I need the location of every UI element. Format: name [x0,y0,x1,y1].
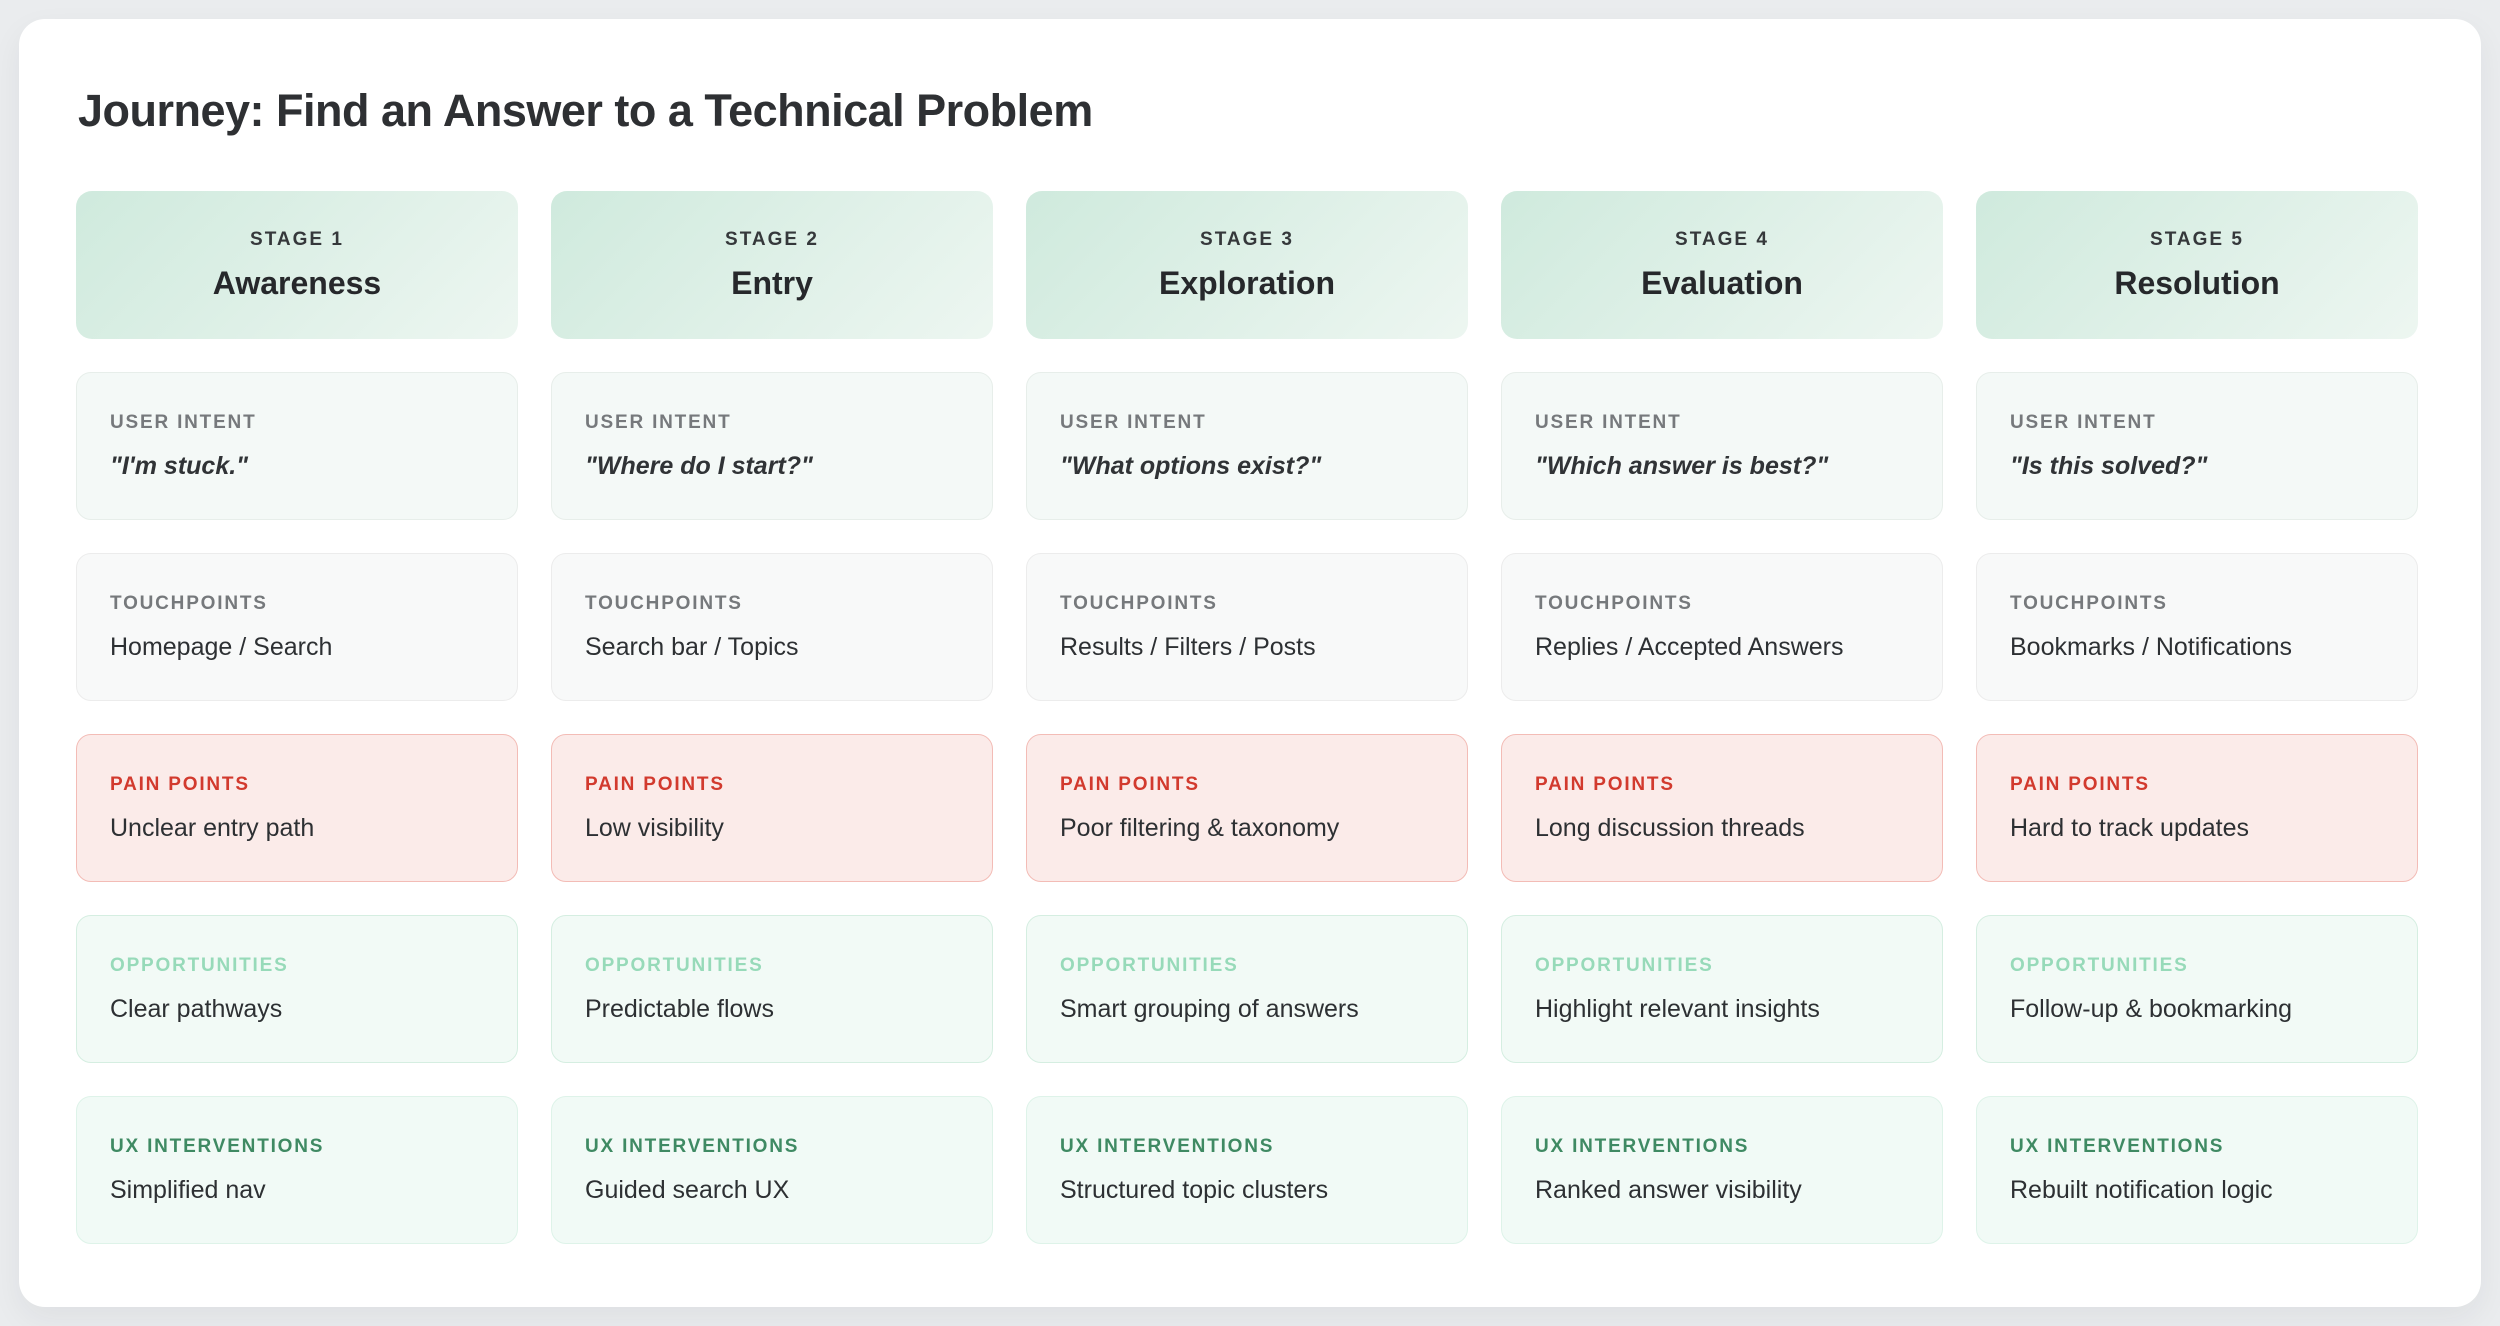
user-intent-label: USER INTENT [110,411,257,433]
pain-points-value: Low visibility [585,813,724,842]
pain-points-label: PAIN POINTS [585,773,725,795]
ux-interventions-card-5: UX INTERVENTIONS Rebuilt notification lo… [1976,1096,2418,1244]
pain-points-card-1: PAIN POINTS Unclear entry path [76,734,518,882]
opportunities-label: OPPORTUNITIES [1535,954,1714,976]
journey-map-board: Journey: Find an Answer to a Technical P… [19,19,2481,1307]
ux-interventions-card-1: UX INTERVENTIONS Simplified nav [76,1096,518,1244]
ux-interventions-value: Rebuilt notification logic [2010,1175,2273,1204]
pain-points-label: PAIN POINTS [110,773,250,795]
touchpoints-card-5: TOUCHPOINTS Bookmarks / Notifications [1976,553,2418,701]
opportunities-label: OPPORTUNITIES [1060,954,1239,976]
user-intent-value: "Is this solved?" [2010,451,2208,480]
ux-interventions-card-3: UX INTERVENTIONS Structured topic cluste… [1026,1096,1468,1244]
pain-points-card-3: PAIN POINTS Poor filtering & taxonomy [1026,734,1468,882]
user-intent-value: "What options exist?" [1060,451,1322,480]
user-intent-card-2: USER INTENT "Where do I start?" [551,372,993,520]
touchpoints-label: TOUCHPOINTS [2010,592,2168,614]
touchpoints-label: TOUCHPOINTS [1535,592,1693,614]
stage-header-2: STAGE 2 Entry [551,191,993,339]
pain-points-label: PAIN POINTS [1535,773,1675,795]
touchpoints-card-1: TOUCHPOINTS Homepage / Search [76,553,518,701]
user-intent-label: USER INTENT [585,411,732,433]
user-intent-card-5: USER INTENT "Is this solved?" [1976,372,2418,520]
touchpoints-label: TOUCHPOINTS [110,592,268,614]
pain-points-value: Hard to track updates [2010,813,2250,842]
opportunities-value: Smart grouping of answers [1060,994,1359,1023]
ux-interventions-label: UX INTERVENTIONS [110,1135,325,1157]
touchpoints-label: TOUCHPOINTS [585,592,743,614]
pain-points-value: Unclear entry path [110,813,315,842]
ux-interventions-card-4: UX INTERVENTIONS Ranked answer visibilit… [1501,1096,1943,1244]
user-intent-label: USER INTENT [1060,411,1207,433]
touchpoints-value: Homepage / Search [110,632,333,661]
ux-interventions-label: UX INTERVENTIONS [585,1135,800,1157]
ux-interventions-label: UX INTERVENTIONS [1535,1135,1750,1157]
touchpoints-card-4: TOUCHPOINTS Replies / Accepted Answers [1501,553,1943,701]
stage-name: Resolution [2114,264,2280,301]
ux-interventions-label: UX INTERVENTIONS [1060,1135,1275,1157]
stage-name: Exploration [1158,264,1335,301]
stage-label: STAGE 3 [1200,228,1294,250]
opportunities-label: OPPORTUNITIES [110,954,289,976]
ux-interventions-value: Guided search UX [585,1175,790,1204]
pain-points-label: PAIN POINTS [2010,773,2150,795]
opportunities-card-3: OPPORTUNITIES Smart grouping of answers [1026,915,1468,1063]
touchpoints-value: Results / Filters / Posts [1060,632,1316,661]
stage-header-4: STAGE 4 Evaluation [1501,191,1943,339]
touchpoints-card-3: TOUCHPOINTS Results / Filters / Posts [1026,553,1468,701]
user-intent-card-3: USER INTENT "What options exist?" [1026,372,1468,520]
pain-points-card-5: PAIN POINTS Hard to track updates [1976,734,2418,882]
pain-points-card-2: PAIN POINTS Low visibility [551,734,993,882]
ux-interventions-value: Simplified nav [110,1175,266,1204]
opportunities-card-4: OPPORTUNITIES Highlight relevant insight… [1501,915,1943,1063]
touchpoints-card-2: TOUCHPOINTS Search bar / Topics [551,553,993,701]
stage-name: Entry [731,264,813,301]
touchpoints-value: Replies / Accepted Answers [1535,632,1844,661]
journey-grid: STAGE 1 Awareness STAGE 2 Entry STAGE 3 … [76,191,2418,1244]
pain-points-label: PAIN POINTS [1060,773,1200,795]
pain-points-value: Poor filtering & taxonomy [1060,813,1340,842]
stage-header-1: STAGE 1 Awareness [76,191,518,339]
opportunities-card-5: OPPORTUNITIES Follow-up & bookmarking [1976,915,2418,1063]
stage-name: Evaluation [1641,264,1803,301]
user-intent-card-4: USER INTENT "Which answer is best?" [1501,372,1943,520]
stage-label: STAGE 2 [725,228,819,250]
user-intent-value: "Which answer is best?" [1535,451,1829,480]
touchpoints-value: Bookmarks / Notifications [2010,632,2293,661]
stage-header-5: STAGE 5 Resolution [1976,191,2418,339]
stage-label: STAGE 1 [250,228,344,250]
user-intent-label: USER INTENT [1535,411,1682,433]
stage-label: STAGE 4 [1675,228,1769,250]
user-intent-label: USER INTENT [2010,411,2157,433]
pain-points-value: Long discussion threads [1535,813,1805,842]
opportunities-value: Highlight relevant insights [1535,994,1820,1023]
opportunities-value: Predictable flows [585,994,774,1023]
stage-label: STAGE 5 [2150,228,2244,250]
ux-interventions-value: Ranked answer visibility [1535,1175,1802,1204]
user-intent-card-1: USER INTENT "I'm stuck." [76,372,518,520]
opportunities-value: Follow-up & bookmarking [2010,994,2293,1023]
touchpoints-value: Search bar / Topics [585,632,799,661]
opportunities-label: OPPORTUNITIES [585,954,764,976]
touchpoints-label: TOUCHPOINTS [1060,592,1218,614]
user-intent-value: "Where do I start?" [585,451,813,480]
opportunities-value: Clear pathways [110,994,283,1023]
ux-interventions-label: UX INTERVENTIONS [2010,1135,2225,1157]
ux-interventions-value: Structured topic clusters [1060,1175,1329,1204]
page-title: Journey: Find an Answer to a Technical P… [78,85,1093,136]
stage-header-3: STAGE 3 Exploration [1026,191,1468,339]
user-intent-value: "I'm stuck." [110,451,249,480]
stage-name: Awareness [212,264,382,301]
ux-interventions-card-2: UX INTERVENTIONS Guided search UX [551,1096,993,1244]
pain-points-card-4: PAIN POINTS Long discussion threads [1501,734,1943,882]
opportunities-card-2: OPPORTUNITIES Predictable flows [551,915,993,1063]
opportunities-card-1: OPPORTUNITIES Clear pathways [76,915,518,1063]
opportunities-label: OPPORTUNITIES [2010,954,2189,976]
